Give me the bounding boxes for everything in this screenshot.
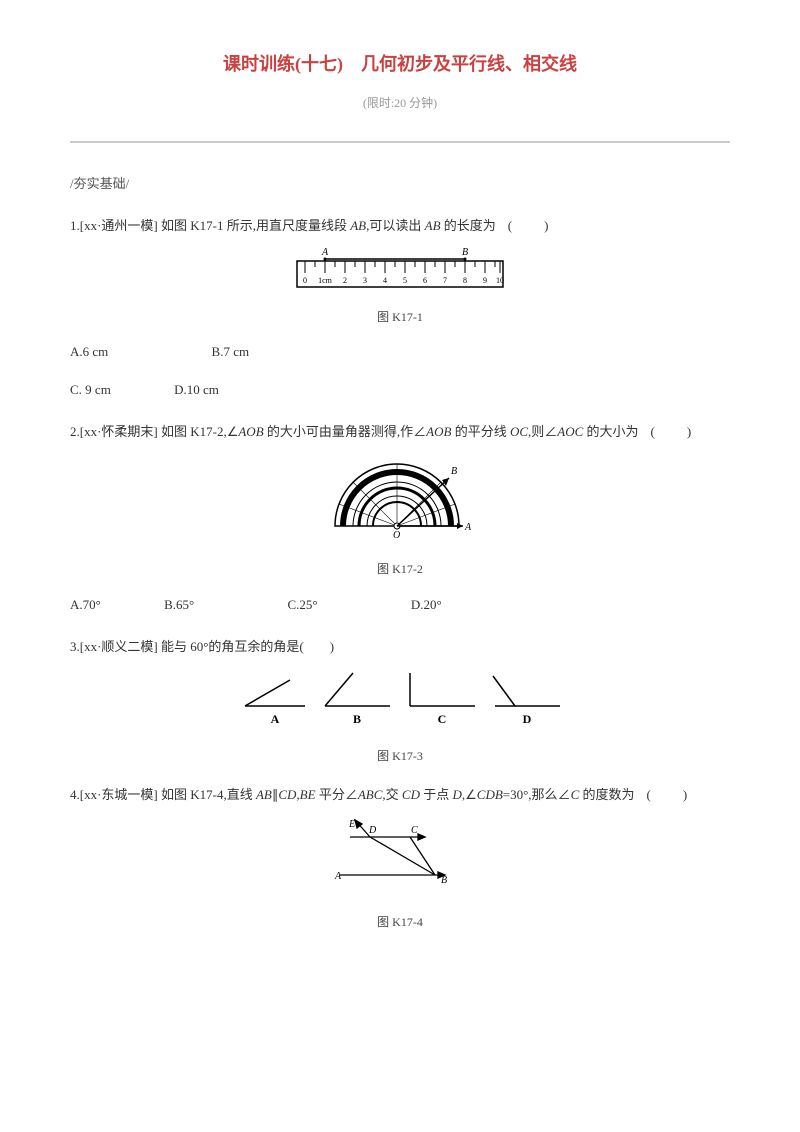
svg-text:O: O [393,530,400,541]
q2-mid2: 的平分线 [451,424,510,439]
q1-prefix: 1.[xx·通州一模] 如图 K17-1 所示,用直尺度量线段 [70,218,350,233]
svg-text:0: 0 [303,276,307,285]
svg-text:E: E [348,819,355,830]
q2-optB: B.65° [164,597,194,613]
figure-k17-4: A B C D E [70,817,730,902]
svg-text:D: D [368,825,377,836]
svg-text:C: C [438,712,447,726]
q4-mid4: ,∠ [462,787,477,802]
q4-c: C [571,787,580,802]
figure-k17-3-caption: 图 K17-3 [70,746,730,768]
q4-cd2: CD [402,787,420,802]
svg-text:2: 2 [343,276,347,285]
q2-aoc: AOC [557,424,583,439]
time-limit: (限时:20 分钟) [70,94,730,111]
q1-optB: B.7 cm [212,344,250,360]
section-label: /夯实基础/ [70,173,730,192]
svg-text:5: 5 [403,276,407,285]
q2-ang2: AOB [426,424,451,439]
question-3: 3.[xx·顺义二模] 能与 60°的角互余的角是( ) A B C D 图 K17… [70,635,730,767]
q1-seg2: AB [425,218,441,233]
q4-mid1: 平分∠ [316,787,358,802]
svg-text:C: C [411,825,418,836]
question-4: 4.[xx·东城一模] 如图 K17-4,直线 AB∥CD,BE 平分∠ABC,… [70,783,730,933]
q2-prefix: 2.[xx·怀柔期末] 如图 K17-2,∠ [70,424,238,439]
figure-k17-3: A B C D [70,668,730,735]
svg-text:7: 7 [443,276,447,285]
figure-k17-2-caption: 图 K17-2 [70,559,730,581]
q2-mid1: 的大小可由量角器测得,作∠ [264,424,427,439]
q2-optA: A.70° [70,597,101,613]
question-1-text: 1.[xx·通州一模] 如图 K17-1 所示,用直尺度量线段 AB,可以读出 … [70,214,730,237]
q4-prefix: 4.[xx·东城一模] 如图 K17-4,直线 [70,787,256,802]
q1-suffix: 的长度为 [441,218,496,233]
figure-k17-1-caption: 图 K17-1 [70,307,730,329]
q4-cd: CD [278,787,296,802]
svg-text:A: A [271,712,280,726]
q1-mid: ,可以读出 [366,218,425,233]
q1-optD: D.10 cm [174,382,219,398]
q2-options: A.70° B.65° C.25° D.20° [70,597,730,613]
q4-ab: AB [256,787,272,802]
figure-k17-2: O A B [70,454,730,549]
q1-seg1: AB [350,218,366,233]
q1-optA: A.6 cm [70,344,108,360]
question-4-text: 4.[xx·东城一模] 如图 K17-4,直线 AB∥CD,BE 平分∠ABC,… [70,783,730,806]
svg-text:6: 6 [423,276,427,285]
svg-text:A: A [464,522,472,533]
q4-d: D [452,787,461,802]
figure-k17-1: 0 1cm 2 3 4 5 6 7 8 9 10 A B [70,247,730,296]
q4-paren: ( ) [647,787,690,802]
q2-suffix: 的大小为 [583,424,638,439]
svg-text:B: B [353,712,361,726]
svg-text:4: 4 [383,276,387,285]
svg-text:D: D [523,712,532,726]
q1-optC: C. 9 cm [70,382,111,398]
question-1: 1.[xx·通州一模] 如图 K17-1 所示,用直尺度量线段 AB,可以读出 … [70,214,730,328]
figure-k17-4-caption: 图 K17-4 [70,912,730,934]
q4-mid3: 于点 [420,787,453,802]
svg-text:3: 3 [363,276,367,285]
q2-mid3: ,则∠ [528,424,557,439]
q2-oc: OC [510,424,528,439]
svg-text:B: B [451,466,457,477]
svg-text:B: B [462,247,468,258]
q4-mid2: ,交 [382,787,402,802]
svg-text:1cm: 1cm [318,276,333,285]
q4-eq: =30°,那么∠ [503,787,571,802]
svg-text:10: 10 [496,276,504,285]
svg-text:A: A [334,871,342,882]
q2-optD: D.20° [411,597,442,613]
question-3-text: 3.[xx·顺义二模] 能与 60°的角互余的角是( ) [70,635,730,658]
q2-paren: ( ) [651,424,694,439]
q1-options-line1: A.6 cm B.7 cm [70,344,730,360]
q4-be: BE [300,787,316,802]
svg-text:8: 8 [463,276,467,285]
question-2-text: 2.[xx·怀柔期末] 如图 K17-2,∠AOB 的大小可由量角器测得,作∠A… [70,420,730,443]
svg-text:9: 9 [483,276,487,285]
svg-text:B: B [441,875,447,886]
page-title: 课时训练(十七) 几何初步及平行线、相交线 [70,50,730,76]
q4-suffix: 的度数为 [579,787,634,802]
divider [70,141,730,143]
q4-cdb: CDB [477,787,503,802]
svg-text:A: A [321,247,329,258]
q2-optC: C.25° [287,597,317,613]
q1-options-line2: C. 9 cm D.10 cm [70,382,730,398]
question-2: 2.[xx·怀柔期末] 如图 K17-2,∠AOB 的大小可由量角器测得,作∠A… [70,420,730,580]
q1-paren: ( ) [508,218,551,233]
q4-abc: ABC [358,787,383,802]
q2-ang1: AOB [238,424,263,439]
